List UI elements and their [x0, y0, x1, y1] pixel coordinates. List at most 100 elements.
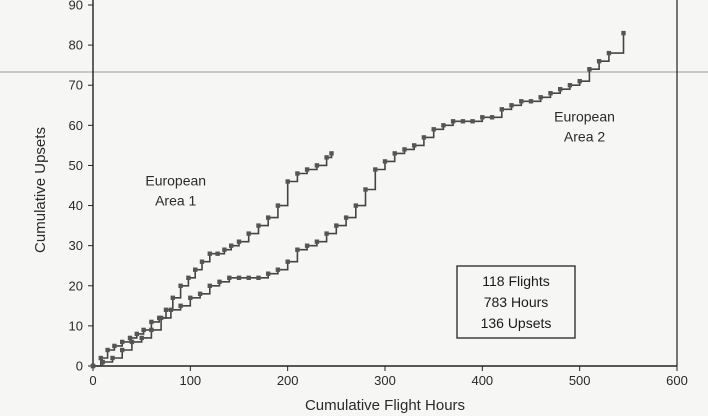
data-point-european-area-2	[90, 363, 96, 369]
data-point-european-area-1	[329, 151, 334, 156]
x-axis-title: Cumulative Flight Hours	[305, 397, 465, 414]
data-point-european-area-1	[229, 243, 234, 248]
data-point-european-area-1	[193, 267, 198, 272]
data-point-european-area-2	[392, 151, 397, 156]
data-point-european-area-2	[246, 275, 251, 280]
data-point-european-area-2	[314, 239, 320, 244]
data-point-european-area-1	[98, 355, 103, 361]
data-point-european-area-2	[412, 143, 417, 148]
data-point-european-area-2	[256, 275, 261, 280]
data-point-european-area-2	[606, 50, 612, 56]
data-point-european-area-2	[275, 267, 281, 272]
data-point-european-area-1	[120, 339, 125, 345]
y-tick-label: 70	[69, 78, 83, 93]
y-tick-label: 90	[69, 0, 83, 13]
y-tick-label: 30	[69, 238, 83, 253]
y-tick-label: 20	[69, 278, 83, 293]
data-point-european-area-2	[353, 203, 358, 208]
x-tick-label: 200	[277, 373, 299, 388]
x-tick-label: 100	[179, 373, 201, 388]
data-point-european-area-1	[295, 171, 300, 176]
data-point-european-area-2	[558, 87, 563, 92]
x-tick-label: 600	[666, 373, 688, 388]
data-point-european-area-1	[256, 223, 261, 228]
data-point-european-area-2	[528, 99, 534, 104]
y-tick-label: 60	[69, 118, 83, 133]
data-point-european-area-2	[217, 279, 222, 284]
data-point-european-area-1	[112, 343, 117, 349]
annotations: European Area 1 European Area 2	[145, 108, 615, 208]
data-point-european-area-1	[170, 295, 175, 300]
data-point-european-area-2	[431, 127, 436, 132]
x-axis-ticks: 0 100 200 300 400 500 600	[89, 366, 688, 388]
data-point-european-area-1	[324, 155, 329, 160]
data-point-european-area-2	[110, 355, 115, 361]
data-point-european-area-2	[489, 115, 495, 120]
data-point-european-area-2	[421, 135, 427, 140]
data-point-european-area-2	[168, 307, 174, 312]
data-point-european-area-2	[441, 123, 446, 128]
data-point-european-area-2	[567, 83, 573, 88]
data-point-european-area-2	[363, 187, 368, 192]
data-point-european-area-2	[538, 95, 543, 100]
data-point-european-area-1	[149, 319, 154, 325]
data-point-european-area-1	[304, 167, 310, 172]
x-tick-label: 400	[471, 373, 493, 388]
y-axis-ticks: 0 10 20 30 40 50 60 70 80 90	[69, 0, 93, 374]
data-point-european-area-1	[246, 231, 251, 236]
data-point-european-area-1	[275, 203, 281, 208]
data-point-european-area-2	[596, 59, 602, 64]
x-tick-label: 0	[89, 373, 96, 388]
data-point-european-area-1	[127, 335, 133, 341]
data-point-european-area-2	[548, 91, 553, 96]
y-tick-label: 50	[69, 158, 83, 173]
data-point-european-area-2	[197, 291, 203, 296]
data-point-european-area-2	[149, 327, 154, 333]
data-point-european-area-1	[186, 275, 191, 280]
data-point-european-area-2	[470, 119, 475, 124]
data-point-european-area-2	[587, 67, 592, 72]
data-point-european-area-2	[509, 103, 514, 108]
info-box-frame	[456, 265, 576, 339]
y-tick-label: 0	[76, 359, 83, 374]
y-axis-title: Cumulative Upsets	[32, 127, 49, 253]
data-point-european-area-2	[460, 119, 466, 124]
data-point-european-area-2	[450, 119, 456, 124]
data-point-european-area-2	[382, 159, 388, 164]
data-point-european-area-2	[343, 215, 349, 220]
y-tick-label: 80	[69, 38, 83, 53]
data-point-european-area-2	[499, 107, 504, 112]
y-tick-label: 10	[69, 318, 83, 333]
data-point-european-area-1	[141, 327, 146, 333]
data-point-european-area-2	[120, 347, 125, 353]
data-point-european-area-2	[402, 147, 407, 152]
data-point-european-area-2	[188, 295, 193, 300]
data-point-european-area-2	[100, 359, 105, 365]
data-point-european-area-1	[215, 251, 220, 256]
data-point-european-area-1	[207, 251, 212, 256]
data-point-european-area-2	[621, 30, 626, 36]
series-line-european-area-2	[93, 33, 625, 367]
data-point-european-area-1	[236, 239, 242, 244]
data-point-european-area-2	[519, 99, 524, 104]
data-point-european-area-2	[207, 283, 212, 288]
data-point-european-area-1	[314, 163, 320, 168]
series-annotation-label: Area 2	[564, 128, 605, 144]
data-point-european-area-2	[285, 259, 290, 264]
x-tick-label: 300	[374, 373, 396, 388]
data-point-european-area-1	[163, 307, 169, 312]
data-point-european-area-2	[324, 231, 329, 236]
data-point-european-area-2	[227, 275, 232, 280]
data-point-european-area-2	[236, 275, 242, 280]
info-box-upsets: 136 Upsets	[481, 315, 552, 331]
data-point-european-area-2	[129, 339, 135, 345]
data-point-european-area-1	[285, 179, 290, 184]
data-point-european-area-2	[334, 223, 339, 228]
series-annotation-label: Area 1	[155, 193, 196, 209]
data-point-european-area-2	[577, 79, 582, 84]
info-box: 118 Flights 783 Hours 136 Upsets	[456, 265, 576, 339]
info-box-flights: 118 Flights	[482, 273, 549, 289]
data-point-european-area-2	[304, 243, 310, 248]
